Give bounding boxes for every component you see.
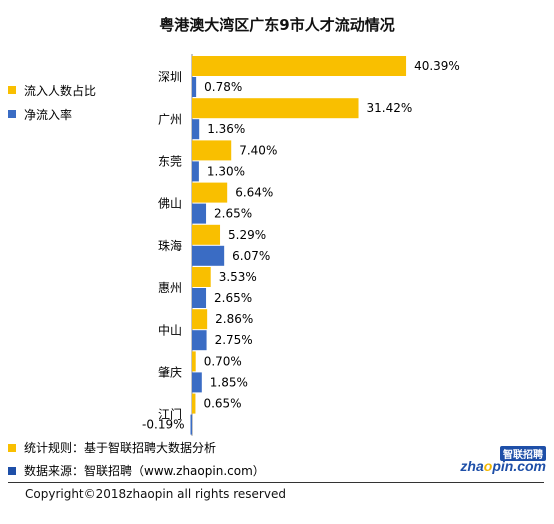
bar-inflow xyxy=(192,56,407,76)
data-label: 40.39% xyxy=(414,59,460,73)
note-source-swatch xyxy=(8,466,16,475)
bar-net-inflow xyxy=(192,119,200,140)
data-label: -0.19% xyxy=(142,418,184,432)
data-label: 3.53% xyxy=(219,270,257,284)
footer-divider xyxy=(8,482,544,483)
bar-net-inflow xyxy=(192,330,207,351)
data-label: 31.42% xyxy=(367,101,413,115)
bar-inflow xyxy=(192,267,211,287)
data-label: 0.78% xyxy=(204,80,242,94)
bar-net-inflow xyxy=(192,372,202,393)
bar-inflow xyxy=(192,393,196,414)
legend-item-inflow: 流入人数占比 xyxy=(8,78,96,102)
note-source-text: 数据来源：智联招聘（www.zhaopin.com） xyxy=(24,464,265,478)
legend-label-inflow: 流入人数占比 xyxy=(24,83,97,98)
data-label: 6.07% xyxy=(232,249,270,263)
category-label: 肇庆 xyxy=(158,365,182,380)
zhaopin-logo: 智联招聘 zhaopin.com xyxy=(460,446,550,476)
bar-net-inflow xyxy=(192,245,225,266)
category-label: 江门 xyxy=(158,407,182,422)
data-label: 0.65% xyxy=(203,397,241,411)
legend-swatch-net xyxy=(8,110,16,118)
category-label: 深圳 xyxy=(158,70,182,84)
category-label: 惠州 xyxy=(158,281,182,295)
copyright-text: Copyright©2018zhaopin all rights reserve… xyxy=(25,487,286,501)
note-source: 数据来源：智联招聘（www.zhaopin.com） xyxy=(8,459,265,482)
bar-net-inflow xyxy=(190,414,192,435)
data-label: 6.64% xyxy=(235,186,273,200)
bar-net-inflow xyxy=(192,77,197,97)
category-label: 珠海 xyxy=(158,238,182,253)
data-label: 2.75% xyxy=(215,333,253,347)
data-label: 1.30% xyxy=(207,164,245,178)
category-label: 佛山 xyxy=(158,197,182,211)
note-rule-text: 统计规则：基于智联招聘大数据分析 xyxy=(24,441,217,455)
category-label: 东莞 xyxy=(158,155,182,169)
footnotes: 统计规则：基于智联招聘大数据分析 数据来源：智联招聘（www.zhaopin.c… xyxy=(8,436,265,482)
data-label: 2.86% xyxy=(215,312,253,326)
bar-inflow xyxy=(192,182,228,203)
legend-label-net: 净流入率 xyxy=(24,107,73,122)
data-label: 0.70% xyxy=(204,354,242,368)
data-label: 2.65% xyxy=(214,291,252,305)
data-label: 1.36% xyxy=(207,122,245,136)
chart-legend: 流入人数占比 净流入率 xyxy=(8,78,96,126)
logo-brand-text: 智联招聘 xyxy=(500,446,546,461)
bar-inflow xyxy=(192,351,196,372)
bar-inflow xyxy=(192,309,208,330)
note-rule: 统计规则：基于智联招聘大数据分析 xyxy=(8,436,265,459)
data-label: 1.85% xyxy=(210,375,248,389)
bar-inflow xyxy=(192,140,232,161)
bar-net-inflow xyxy=(192,203,207,224)
bar-net-inflow xyxy=(192,288,207,308)
legend-swatch-inflow xyxy=(8,86,16,94)
chart-title: 粤港澳大湾区广东9市人才流动情况 xyxy=(159,16,395,34)
category-label: 中山 xyxy=(158,322,182,337)
legend-item-net: 净流入率 xyxy=(8,102,96,126)
logo-wordmark: zhaopin.com xyxy=(460,458,546,474)
note-rule-swatch xyxy=(8,443,16,452)
bar-inflow xyxy=(192,98,359,119)
category-label: 广州 xyxy=(158,112,182,126)
data-label: 7.40% xyxy=(239,143,277,157)
data-label: 5.29% xyxy=(228,228,266,242)
bar-net-inflow xyxy=(192,161,199,182)
bar-inflow xyxy=(192,224,221,245)
data-label: 2.65% xyxy=(214,207,252,221)
